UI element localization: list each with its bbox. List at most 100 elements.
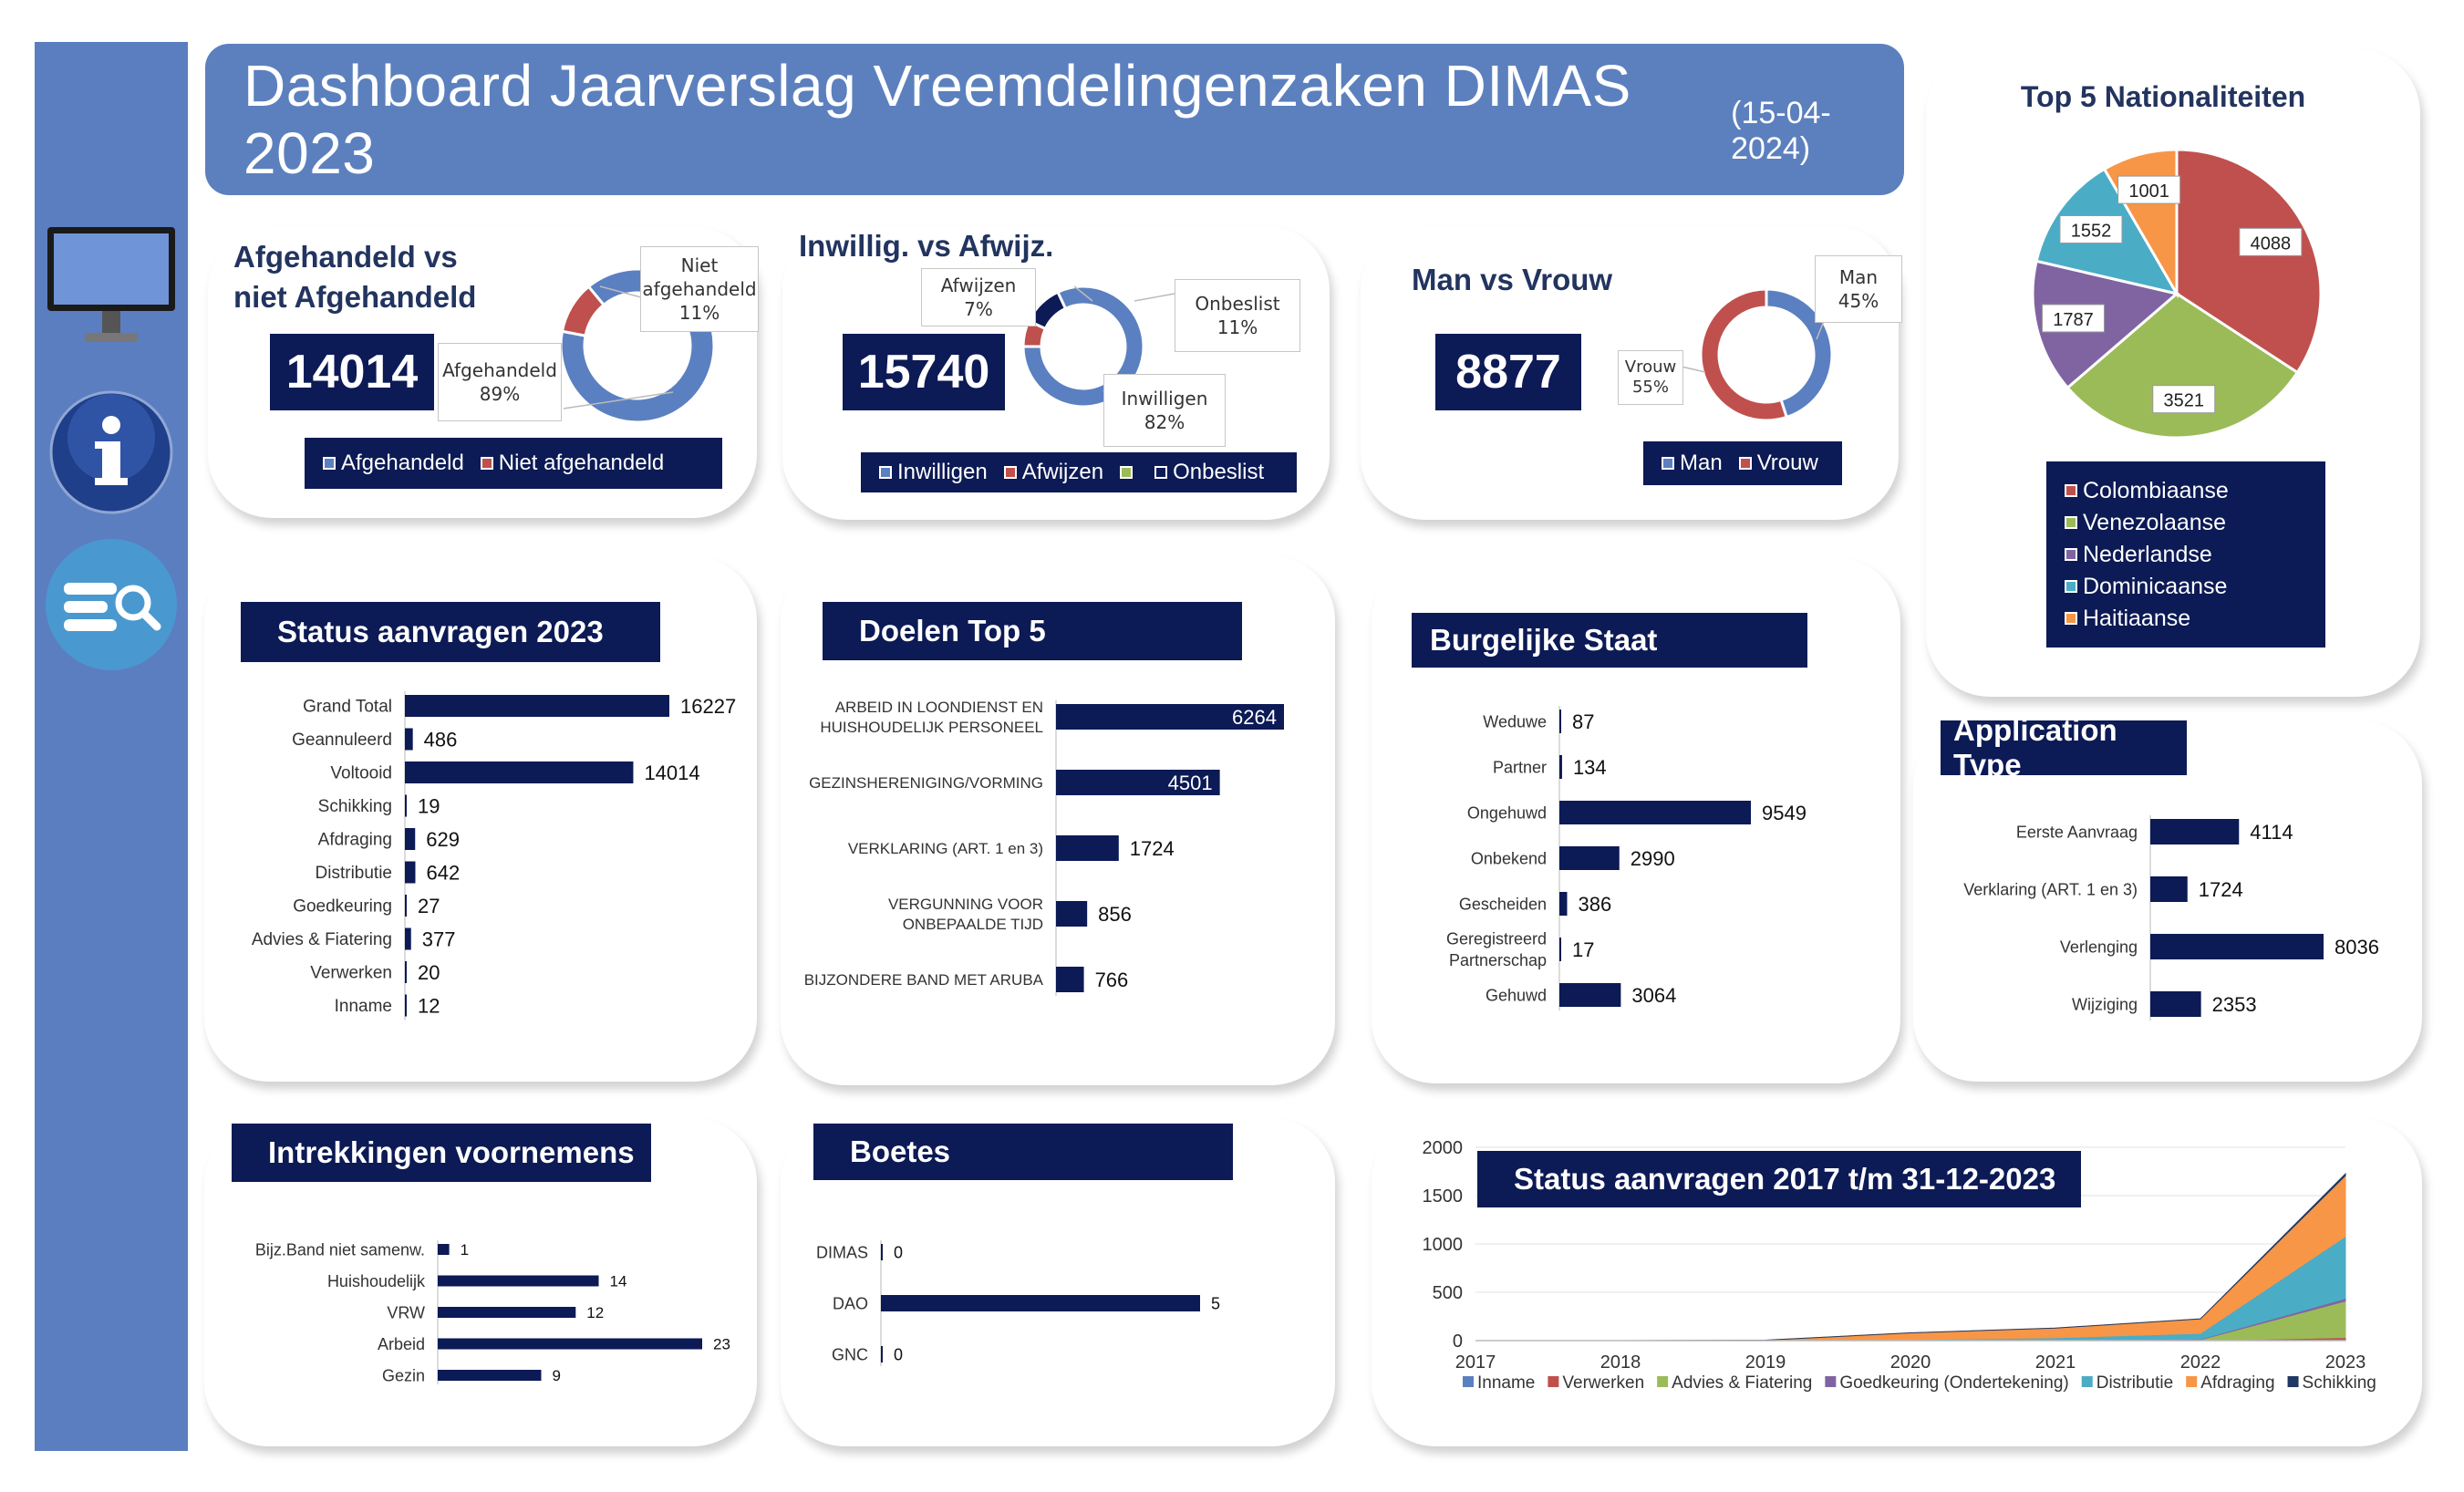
x-tick-label-2022: 2022	[2180, 1352, 2221, 1373]
category-label-verklaring-art-1-en-3: VERKLARING (ART. 1 en 3)	[848, 840, 1043, 857]
doelen-chart: ARBEID IN LOONDIENST EN HUISHOUDELIJK PER…	[804, 699, 1284, 996]
category-label-vergunning-voor-onbepaalde-tijd: VERGUNNING VOOR ONBEPAALDE TIJD	[888, 896, 1043, 933]
category-label-verklaring-art-1-en-3: Verklaring (ART. 1 en 3)	[1963, 880, 2138, 898]
category-label-gnc: GNC	[832, 1345, 868, 1363]
x-tick-label-2021: 2021	[2035, 1352, 2076, 1373]
bar-voltooid	[405, 762, 634, 783]
bar-vergunning-voor-onbepaalde-tijd	[1056, 901, 1088, 927]
value-label-arbeid-in-loondienst-en-huishoudelijk-personeel: 6264	[1232, 706, 1277, 729]
inwillig-legend: Inwilligen Afwijzen Onbeslist	[861, 452, 1297, 492]
category-label-verlenging: Verlenging	[2060, 938, 2138, 956]
legend-item-vrouw: Vrouw	[1738, 451, 1818, 476]
card-intrekkingen: Intrekkingen voornemens Bijz.Band niet s…	[204, 1118, 757, 1446]
slice-label-haitiaanse: 1001	[2128, 181, 2169, 202]
card-boetes: Boetes DIMAS 0 DAO 5 GNC 0	[781, 1118, 1335, 1446]
value-label-geannuleerd: 486	[424, 728, 458, 751]
value-label-dimas: 0	[894, 1243, 903, 1261]
value-label-gehuwd: 3064	[1631, 984, 1676, 1007]
legend-label-schikking: Schikking	[2303, 1373, 2376, 1393]
status2017-chart: 0 500 1000 1500 2000 2017 2018 2019 2020 2021 2022…	[1423, 1138, 2376, 1393]
afwijzen-callout: Afwijzen 7%	[921, 268, 1036, 326]
category-label-ongehuwd: Ongehuwd	[1467, 803, 1547, 822]
intrekkingen-chart: Bijz.Band niet samenw. 1 Huishoudelijk 14 VR…	[255, 1240, 730, 1384]
category-label-schikking: Schikking	[318, 797, 392, 816]
category-label-gescheiden: Gescheiden	[1459, 895, 1547, 913]
value-label-verklaring-art-1-en-3: 1724	[1130, 837, 1175, 860]
value-label-verwerken: 20	[418, 961, 440, 984]
bar-huishoudelijk	[438, 1275, 599, 1287]
y-tick-label-0: 0	[1453, 1331, 1463, 1352]
slice-label-colombiaanse: 4088	[2251, 233, 2292, 254]
y-tick-label-500: 500	[1433, 1283, 1463, 1303]
bar-gezinshereniging-vorming	[1056, 770, 1220, 795]
category-label-arbeid: Arbeid	[378, 1335, 425, 1353]
legend-item-afgehandeld: Afgehandeld	[323, 451, 464, 476]
legend-item-dominicaanse: Dominicaanse	[2065, 574, 2227, 600]
bar-schikking	[405, 794, 407, 817]
value-label-onbekend: 2990	[1631, 847, 1675, 870]
category-label-bijzondere-band-met-aruba: BIJZONDERE BAND MET ARUBA	[804, 971, 1044, 989]
search-list-icon[interactable]	[35, 537, 188, 672]
category-label-weduwe: Weduwe	[1483, 712, 1547, 730]
category-label-verwerken: Verwerken	[310, 964, 392, 983]
manvrouw-legend: Man Vrouw	[1643, 441, 1842, 485]
slice-nederlandse	[2031, 259, 2180, 390]
card-apptype: Application Type Eerste Aanvraag 4114 Verk…	[1913, 713, 2422, 1082]
category-label-inname: Inname	[335, 997, 392, 1016]
value-label-partner: 134	[1573, 756, 1607, 779]
bar-dimas	[881, 1244, 883, 1260]
nationaliteiten-legend: Colombiaanse Venezolaanse Nederlandse Do…	[2046, 461, 2325, 648]
bar-bijz-band-niet-samenw	[438, 1244, 450, 1255]
category-label-geannuleerd: Geannuleerd	[292, 730, 392, 750]
value-label-verlenging: 8036	[2335, 936, 2379, 958]
bar-partner	[1559, 755, 1562, 779]
category-label-gehuwd: Gehuwd	[1486, 986, 1547, 1004]
apptype-chart: Eerste Aanvraag 4114 Verklaring (ART. 1 en…	[1963, 815, 2379, 1021]
category-label-partner: Partner	[1493, 758, 1547, 776]
afgehandeld-total: 14014	[270, 334, 434, 410]
category-label-voltooid: Voltooid	[330, 764, 392, 783]
value-label-gezin: 9	[552, 1367, 560, 1384]
legend-label-distributie: Distributie	[2096, 1373, 2173, 1393]
value-label-advies-fiatering: 377	[422, 927, 456, 950]
info-icon[interactable]	[35, 389, 188, 516]
nationaliteiten-title: Top 5 Nationaliteiten	[2020, 80, 2306, 113]
legend-swatch-schikking	[2287, 1376, 2299, 1387]
bar-gezin	[438, 1370, 542, 1381]
category-label-grand-total: Grand Total	[303, 698, 392, 717]
bar-dao	[881, 1295, 1200, 1311]
page-title: Dashboard Jaarverslag Vreemdelingenzaken…	[243, 53, 1631, 186]
value-label-inname: 12	[418, 994, 440, 1017]
category-label-dao: DAO	[833, 1294, 868, 1312]
legend-item-green	[1120, 466, 1138, 479]
bar-vrw	[438, 1307, 576, 1318]
slice-label-box-dominicaanse	[2059, 215, 2123, 244]
category-label-goedkeuring: Goedkeuring	[293, 897, 392, 917]
status2023-title: Status aanvragen 2023	[241, 602, 660, 662]
category-label-gezinshereniging-vorming: GEZINSHERENIGING/VORMING	[809, 774, 1043, 792]
value-label-distributie: 642	[426, 861, 460, 884]
bar-onbekend	[1559, 846, 1620, 870]
value-label-schikking: 19	[418, 794, 440, 817]
value-label-wijziging: 2353	[2212, 993, 2257, 1016]
monitor-icon[interactable]	[35, 224, 188, 352]
value-label-grand-total: 16227	[680, 695, 736, 718]
legend-item-inwilligen: Inwilligen	[879, 460, 988, 485]
legend-label-goedkeuring-ondertekening: Goedkeuring (Ondertekening)	[1839, 1373, 2068, 1393]
category-label-bijz-band-niet-samenw: Bijz.Band niet samenw.	[255, 1240, 425, 1259]
value-label-bijzondere-band-met-aruba: 766	[1095, 969, 1129, 991]
inwillig-total: 15740	[843, 334, 1005, 410]
category-label-vrw: VRW	[387, 1303, 425, 1321]
category-label-eerste-aanvraag: Eerste Aanvraag	[2016, 823, 2138, 841]
card-inwillig: Inwillig. vs Afwijz. 15740 Afwijzen 7% On…	[782, 226, 1330, 520]
bar-verklaring-art-1-en-3	[2150, 876, 2188, 902]
legend-swatch-advies-fiatering	[1657, 1376, 1669, 1387]
intrekkingen-title: Intrekkingen voornemens	[232, 1124, 651, 1182]
slice-vrouw	[1699, 287, 1789, 422]
bar-eerste-aanvraag	[2150, 819, 2240, 844]
x-tick-label-2019: 2019	[1745, 1352, 1786, 1373]
slice-niet-afgehandeld	[560, 285, 606, 337]
slice-label-box-haitiaanse	[2117, 175, 2181, 204]
value-label-vrw: 12	[586, 1304, 604, 1321]
status2023-chart: Grand Total 16227 Geannuleerd 486 Voltooid 14…	[252, 691, 736, 1021]
